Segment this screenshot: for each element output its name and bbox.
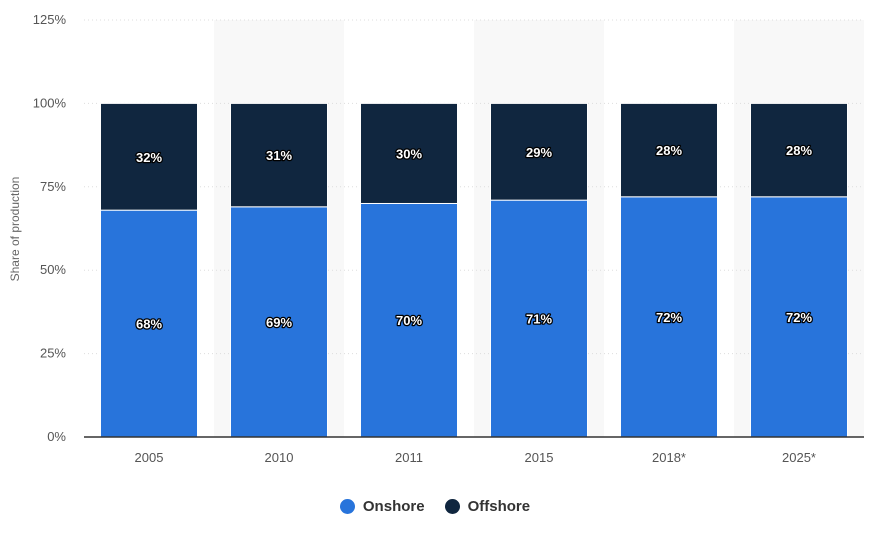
data-label-offshore: 31%: [266, 148, 292, 163]
data-label-onshore: 70%: [396, 313, 422, 328]
data-label-offshore: 30%: [396, 146, 422, 161]
bar-offshore-2011[interactable]: [360, 102, 458, 204]
data-label-onshore: 71%: [526, 312, 552, 327]
y-tick-label: 75%: [40, 179, 66, 194]
legend-dot-offshore-icon: [444, 499, 460, 514]
bar-offshore-2010[interactable]: [230, 102, 328, 208]
data-labels: 68% 32% 69% 31% 70% 30% 71% 29% 72% 28% 72% 28%: [135, 142, 814, 333]
legend-item-onshore[interactable]: Onshore: [339, 498, 425, 515]
x-tick-label: 2018*: [652, 450, 686, 465]
x-tick-label: 2010: [265, 450, 294, 465]
x-tick-label: 2005: [135, 450, 164, 465]
x-tick-label: 2011: [395, 450, 423, 465]
y-tick-label: 50%: [40, 262, 66, 277]
bar-onshore-2025*[interactable]: [750, 196, 848, 438]
data-label-onshore: 72%: [656, 310, 682, 325]
legend-label-offshore: Offshore: [467, 498, 531, 515]
data-label-onshore: 69%: [266, 315, 292, 330]
y-tick-label: 100%: [33, 95, 67, 110]
data-label-offshore: 28%: [786, 143, 812, 158]
y-axis-title: Share of production: [8, 177, 22, 282]
bar-offshore-2018*[interactable]: [620, 102, 718, 198]
data-label-onshore: 72%: [786, 310, 812, 325]
bar-offshore-2005[interactable]: [100, 102, 198, 211]
y-tick-label: 25%: [40, 346, 66, 361]
bar-onshore-2018*[interactable]: [620, 196, 718, 438]
legend-label-onshore: Onshore: [362, 498, 425, 515]
data-label-onshore: 68%: [136, 317, 162, 332]
bar-offshore-2015[interactable]: [490, 102, 588, 201]
legend: Onshore Offshore: [0, 498, 870, 515]
y-tick-label: 0%: [47, 429, 66, 444]
y-axis-ticks: 0% 25% 50% 75% 100% 125%: [33, 12, 67, 444]
x-axis-ticks: 2005 2010 2011 2015 2018* 2025*: [135, 450, 816, 465]
legend-dot-onshore-icon: [339, 499, 355, 514]
y-tick-label: 125%: [33, 12, 67, 27]
bar-offshore-2025*[interactable]: [750, 102, 848, 198]
x-tick-label: 2025*: [782, 450, 816, 465]
bar-onshore-2005[interactable]: [100, 209, 198, 438]
legend-item-offshore[interactable]: Offshore: [444, 498, 531, 515]
data-label-offshore: 29%: [526, 145, 552, 160]
data-label-offshore: 28%: [656, 143, 682, 158]
x-tick-label: 2015: [525, 450, 554, 465]
stacked-bar-chart: 0% 25% 50% 75% 100% 125% 68% 32% 69% 31% 70% 30% 71…: [8, 12, 864, 465]
bars: [100, 102, 848, 438]
data-label-offshore: 32%: [136, 150, 162, 165]
